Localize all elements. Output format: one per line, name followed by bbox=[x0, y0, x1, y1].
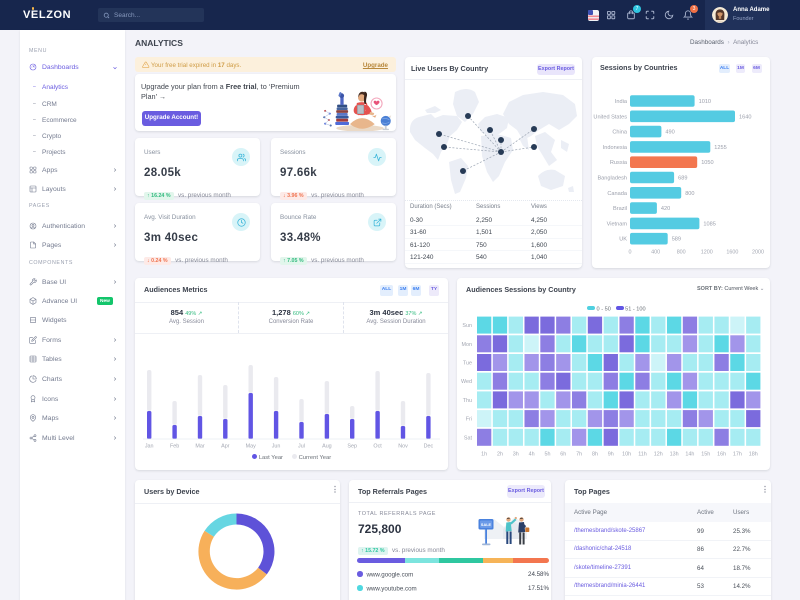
svg-text:11h: 11h bbox=[638, 452, 647, 458]
svg-text:Jan: Jan bbox=[145, 444, 154, 450]
svg-text:May: May bbox=[246, 444, 256, 450]
svg-text:Aug: Aug bbox=[322, 444, 332, 450]
svg-text:8h: 8h bbox=[592, 452, 598, 458]
svg-text:689: 689 bbox=[678, 176, 687, 182]
svg-text:800: 800 bbox=[685, 191, 694, 197]
svg-text:800: 800 bbox=[677, 250, 686, 256]
svg-text:Dec: Dec bbox=[424, 444, 434, 450]
svg-text:Bangladesh: Bangladesh bbox=[597, 176, 627, 182]
svg-text:Sun: Sun bbox=[462, 323, 472, 329]
svg-text:9h: 9h bbox=[608, 452, 614, 458]
svg-text:15h: 15h bbox=[701, 452, 710, 458]
svg-text:China: China bbox=[612, 130, 628, 136]
svg-text:United States: United States bbox=[593, 114, 627, 120]
svg-text:1050: 1050 bbox=[701, 160, 713, 166]
svg-text:SALE: SALE bbox=[481, 523, 492, 527]
svg-text:Indonesia: Indonesia bbox=[603, 145, 628, 151]
svg-text:Jul: Jul bbox=[298, 444, 305, 450]
svg-text:Feb: Feb bbox=[170, 444, 179, 450]
svg-text:400: 400 bbox=[651, 250, 660, 256]
svg-text:14h: 14h bbox=[685, 452, 694, 458]
svg-text:India: India bbox=[615, 99, 628, 105]
svg-text:2000: 2000 bbox=[752, 250, 764, 256]
svg-text:16h: 16h bbox=[717, 452, 726, 458]
svg-text:4h: 4h bbox=[529, 452, 535, 458]
svg-text:1200: 1200 bbox=[701, 250, 713, 256]
svg-text:Mon: Mon bbox=[462, 342, 473, 348]
svg-text:Fri: Fri bbox=[466, 417, 472, 423]
svg-text:17h: 17h bbox=[733, 452, 742, 458]
svg-text:1640: 1640 bbox=[739, 114, 751, 120]
svg-text:Thu: Thu bbox=[463, 398, 472, 404]
svg-text:Brazil: Brazil bbox=[613, 206, 627, 212]
svg-text:12h: 12h bbox=[654, 452, 663, 458]
svg-text:Wed: Wed bbox=[461, 379, 472, 385]
svg-text:1010: 1010 bbox=[699, 99, 711, 105]
svg-text:1255: 1255 bbox=[714, 145, 726, 151]
svg-text:7h: 7h bbox=[576, 452, 582, 458]
svg-text:6h: 6h bbox=[560, 452, 566, 458]
svg-text:Nov: Nov bbox=[398, 444, 408, 450]
svg-text:Canada: Canada bbox=[607, 191, 627, 197]
svg-text:Vietnam: Vietnam bbox=[607, 221, 628, 227]
svg-text:Sat: Sat bbox=[464, 435, 473, 441]
svg-text:5h: 5h bbox=[545, 452, 551, 458]
svg-text:490: 490 bbox=[665, 130, 674, 136]
svg-text:3h: 3h bbox=[513, 452, 519, 458]
svg-text:Russia: Russia bbox=[610, 160, 628, 166]
svg-text:1085: 1085 bbox=[703, 221, 715, 227]
svg-text:Apr: Apr bbox=[221, 444, 230, 450]
svg-text:1600: 1600 bbox=[726, 250, 738, 256]
svg-text:Sep: Sep bbox=[347, 444, 357, 450]
svg-text:UK: UK bbox=[619, 237, 627, 243]
svg-text:13h: 13h bbox=[670, 452, 679, 458]
svg-text:2h: 2h bbox=[497, 452, 503, 458]
svg-text:1h: 1h bbox=[481, 452, 487, 458]
svg-text:420: 420 bbox=[661, 206, 670, 212]
svg-text:18h: 18h bbox=[749, 452, 758, 458]
svg-text:Mar: Mar bbox=[195, 444, 204, 450]
svg-text:589: 589 bbox=[672, 237, 681, 243]
svg-text:Jun: Jun bbox=[272, 444, 281, 450]
svg-text:Oct: Oct bbox=[373, 444, 382, 450]
svg-text:Tue: Tue bbox=[463, 361, 472, 367]
svg-text:10h: 10h bbox=[622, 452, 631, 458]
svg-text:0: 0 bbox=[629, 250, 632, 256]
